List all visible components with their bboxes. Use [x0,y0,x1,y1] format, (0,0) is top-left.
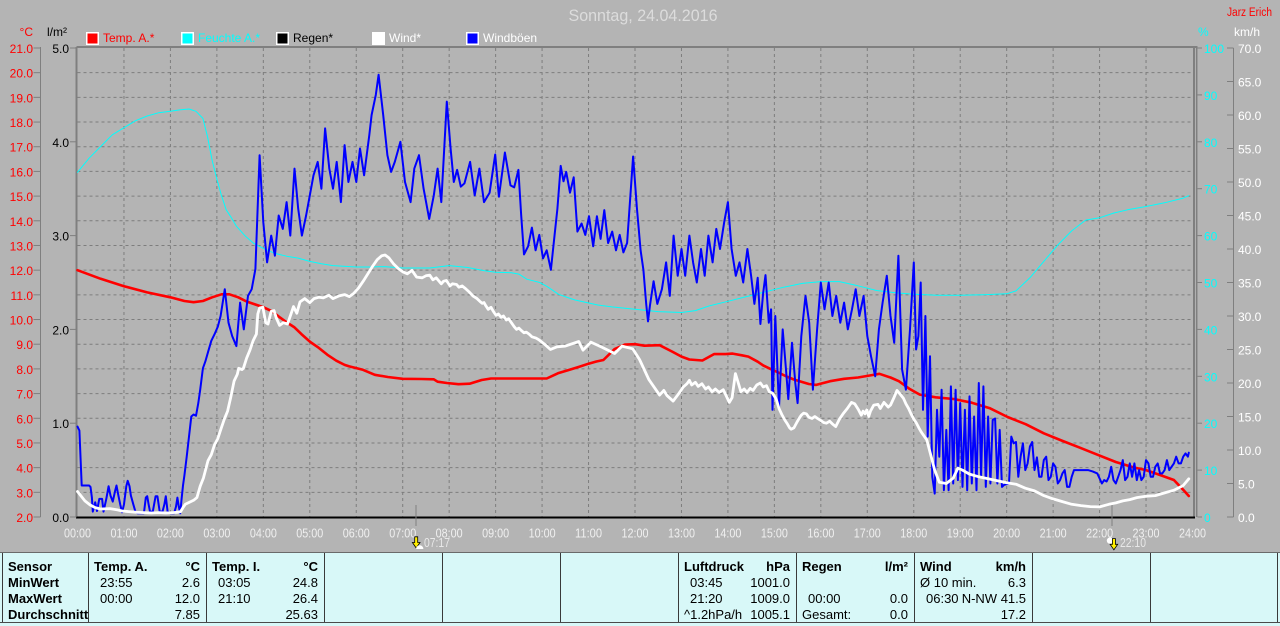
svg-text:10:00: 10:00 [529,526,556,541]
svg-text:km/h: km/h [1234,25,1260,39]
svg-text:22:00: 22:00 [1086,526,1113,541]
svg-text:15:00: 15:00 [761,526,788,541]
svg-text:10: 10 [1204,464,1218,478]
svg-text:Temp. A.*: Temp. A.* [103,31,155,45]
svg-text:13.0: 13.0 [10,239,34,253]
svg-text:14.0: 14.0 [10,215,34,229]
svg-text:0.0: 0.0 [52,511,69,525]
svg-text:21:00: 21:00 [1040,526,1067,541]
svg-text:3.0: 3.0 [52,230,69,244]
svg-text:11.0: 11.0 [11,289,34,303]
svg-text:18:00: 18:00 [900,526,927,541]
svg-text:00:00: 00:00 [64,526,91,541]
svg-text:Jarz Erich: Jarz Erich [1227,7,1272,19]
svg-text:Regen*: Regen* [293,31,333,45]
svg-text:30.0: 30.0 [1238,310,1262,324]
svg-text:90: 90 [1204,89,1218,103]
svg-text:80: 80 [1204,136,1218,150]
svg-text:40.0: 40.0 [1238,243,1262,257]
svg-text:17:00: 17:00 [854,526,881,541]
svg-text:20: 20 [1204,417,1218,431]
svg-text:1.0: 1.0 [52,417,69,431]
svg-text:15.0: 15.0 [1238,411,1262,425]
svg-text:18.0: 18.0 [10,116,34,130]
svg-text:03:00: 03:00 [203,526,230,541]
svg-text:12:00: 12:00 [622,526,649,541]
svg-text:50: 50 [1204,277,1218,291]
svg-text:05:00: 05:00 [296,526,323,541]
svg-text:08:00: 08:00 [436,526,463,541]
svg-text:5.0: 5.0 [16,437,33,451]
svg-text:35.0: 35.0 [1238,277,1262,291]
svg-text:4.0: 4.0 [16,462,33,476]
svg-text:l/m²: l/m² [47,25,67,39]
svg-text:02:00: 02:00 [157,526,184,541]
svg-text:06:00: 06:00 [343,526,370,541]
svg-text:7.0: 7.0 [16,388,33,402]
svg-text:3.0: 3.0 [16,486,33,500]
svg-text:16:00: 16:00 [807,526,834,541]
svg-text:Feuchte A.*: Feuchte A.* [198,31,260,45]
svg-text:Windböen: Windböen [483,31,537,45]
svg-text:0: 0 [1204,511,1211,525]
svg-text:55.0: 55.0 [1238,143,1262,157]
svg-text:°C: °C [20,25,34,39]
svg-text:10.0: 10.0 [10,314,34,328]
svg-text:19.0: 19.0 [10,91,34,105]
svg-text:Sonntag, 24.04.2016: Sonntag, 24.04.2016 [569,6,718,25]
svg-text:2.0: 2.0 [52,323,69,337]
svg-text:40: 40 [1204,323,1218,337]
svg-text:11:00: 11:00 [575,526,602,541]
svg-text:60: 60 [1204,230,1218,244]
svg-text:25.0: 25.0 [1238,344,1262,358]
svg-text:4.0: 4.0 [52,136,69,150]
svg-text:70.0: 70.0 [1238,42,1262,56]
svg-text:60.0: 60.0 [1238,109,1262,123]
svg-text:0.0: 0.0 [1238,511,1255,525]
svg-text:15.0: 15.0 [10,190,34,204]
svg-text:20.0: 20.0 [10,67,34,81]
svg-text:07:17: 07:17 [424,535,450,550]
svg-text:17.0: 17.0 [10,141,34,155]
svg-text:6.0: 6.0 [16,412,33,426]
svg-text:5.0: 5.0 [52,42,69,56]
svg-text:%: % [1198,25,1209,39]
svg-text:10.0: 10.0 [1238,444,1262,458]
svg-text:23:00: 23:00 [1133,526,1160,541]
svg-text:9.0: 9.0 [16,338,33,352]
svg-text:12.0: 12.0 [10,264,34,278]
svg-text:07:00: 07:00 [389,526,416,541]
svg-text:21.0: 21.0 [10,42,34,56]
svg-text:2.0: 2.0 [16,511,33,525]
svg-text:09:00: 09:00 [482,526,509,541]
svg-text:Wind*: Wind* [389,31,421,45]
svg-text:20.0: 20.0 [1238,377,1262,391]
svg-text:24:00: 24:00 [1179,526,1206,541]
svg-text:5.0: 5.0 [1238,478,1255,492]
svg-text:20:00: 20:00 [993,526,1020,541]
svg-text:30: 30 [1204,370,1218,384]
svg-text:13:00: 13:00 [668,526,695,541]
svg-text:45.0: 45.0 [1238,210,1262,224]
svg-text:19:00: 19:00 [947,526,974,541]
svg-text:16.0: 16.0 [10,165,34,179]
svg-text:01:00: 01:00 [110,526,137,541]
svg-text:50.0: 50.0 [1238,176,1262,190]
svg-text:65.0: 65.0 [1238,76,1262,90]
svg-text:04:00: 04:00 [250,526,277,541]
svg-text:70: 70 [1204,183,1218,197]
svg-text:8.0: 8.0 [16,363,33,377]
svg-text:22:10: 22:10 [1120,535,1146,550]
svg-text:100: 100 [1204,42,1224,56]
svg-text:14:00: 14:00 [714,526,741,541]
